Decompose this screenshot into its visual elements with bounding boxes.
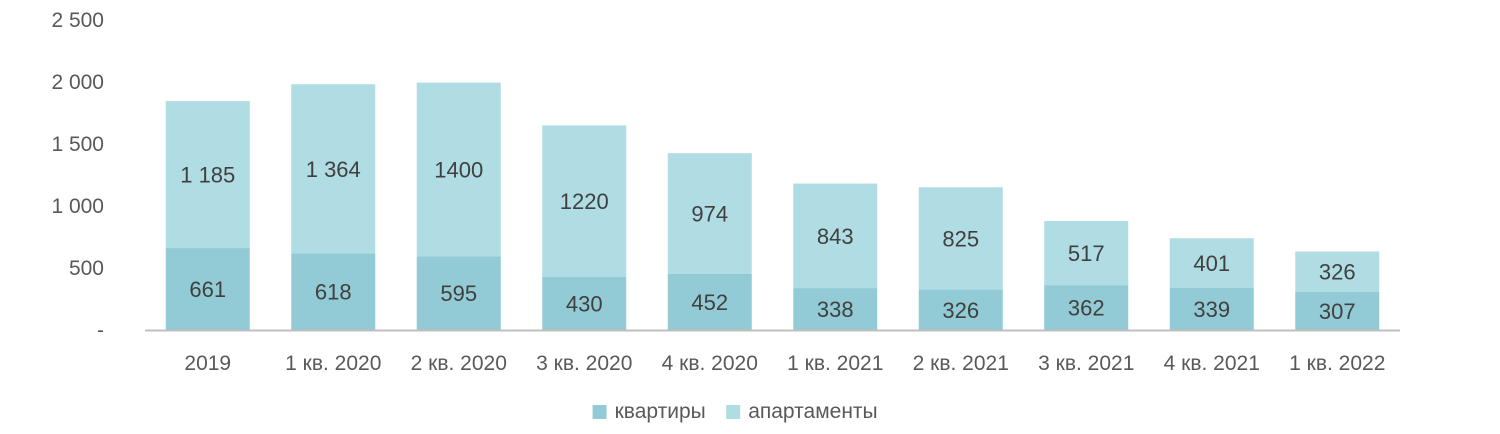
y-tick-label: 1 000	[51, 195, 104, 218]
data-label: 517	[1068, 241, 1105, 266]
x-axis: 2019 1 кв. 2020 2 кв. 2020 3 кв. 2020 4 кв. …	[145, 329, 1400, 375]
legend-swatch	[726, 405, 741, 419]
data-label: 339	[1193, 297, 1230, 322]
data-label: 618	[315, 280, 352, 305]
bar-apartamenty	[793, 183, 878, 289]
bar-kvartiry	[542, 276, 627, 330]
legend-label: апартаменты	[748, 400, 877, 423]
data-label: 843	[817, 224, 854, 249]
data-label: 452	[691, 290, 728, 315]
bar-apartamenty	[165, 101, 250, 249]
data-label: 326	[1319, 260, 1356, 285]
category-label: 1 кв. 2020	[285, 352, 381, 375]
bar-kvartiry	[165, 248, 250, 330]
bar-apartamenty	[918, 187, 1003, 290]
data-label: 430	[566, 291, 603, 316]
y-tick-label: 500	[69, 257, 104, 280]
data-label: 661	[189, 277, 226, 302]
category-label: 4 кв. 2020	[662, 352, 758, 375]
y-tick-label: 1 500	[51, 133, 104, 156]
bar-apartamenty	[1044, 221, 1129, 286]
y-axis: - 500 1 000 1 500 2 000 2 500	[51, 9, 104, 342]
bar-kvartiry	[1044, 285, 1129, 330]
category-label: 2 кв. 2020	[411, 352, 507, 375]
data-label: 401	[1193, 251, 1230, 276]
bar-kvartiry	[1169, 287, 1254, 330]
data-label: 1400	[434, 157, 483, 182]
category-label: 1 кв. 2021	[787, 352, 883, 375]
bar-apartamenty	[291, 84, 376, 254]
data-label: 825	[942, 226, 979, 251]
category-label: 2 кв. 2021	[913, 352, 1009, 375]
category-label: 1 кв. 2022	[1289, 352, 1385, 375]
y-tick-label: 2 500	[51, 9, 104, 32]
bar-kvartiry	[793, 288, 878, 330]
category-label: 3 кв. 2021	[1038, 352, 1134, 375]
bar-kvartiry	[416, 256, 501, 330]
legend-swatch	[592, 405, 607, 419]
y-tick-label: -	[97, 319, 104, 342]
data-label: 974	[691, 202, 728, 227]
category-label: 2019	[184, 352, 231, 375]
bar-kvartiry	[1295, 291, 1380, 330]
bar-apartamenty	[1169, 238, 1254, 288]
bars: 661 1 185 618 1 364 595 1400 430 1220 452 974 338 8…	[165, 82, 1380, 330]
data-label: 362	[1068, 296, 1105, 321]
data-label: 1 185	[180, 163, 235, 188]
category-label: 4 кв. 2021	[1164, 352, 1260, 375]
data-label: 307	[1319, 299, 1356, 324]
data-label: 326	[942, 298, 979, 323]
bar-apartamenty	[1295, 251, 1380, 292]
data-label: 1220	[560, 189, 609, 214]
data-label: 1 364	[306, 157, 361, 182]
y-tick-label: 2 000	[51, 71, 104, 94]
data-label: 338	[817, 297, 854, 322]
bar-apartamenty	[667, 153, 752, 274]
bar-apartamenty	[542, 125, 627, 277]
legend: квартиры апартаменты	[592, 400, 878, 423]
data-label: 595	[440, 281, 477, 306]
bar-apartamenty	[416, 82, 501, 257]
bar-kvartiry	[918, 289, 1003, 330]
category-label: 3 кв. 2020	[536, 352, 632, 375]
bar-kvartiry	[291, 253, 376, 330]
bar-kvartiry	[667, 273, 752, 330]
legend-label: квартиры	[615, 400, 706, 423]
